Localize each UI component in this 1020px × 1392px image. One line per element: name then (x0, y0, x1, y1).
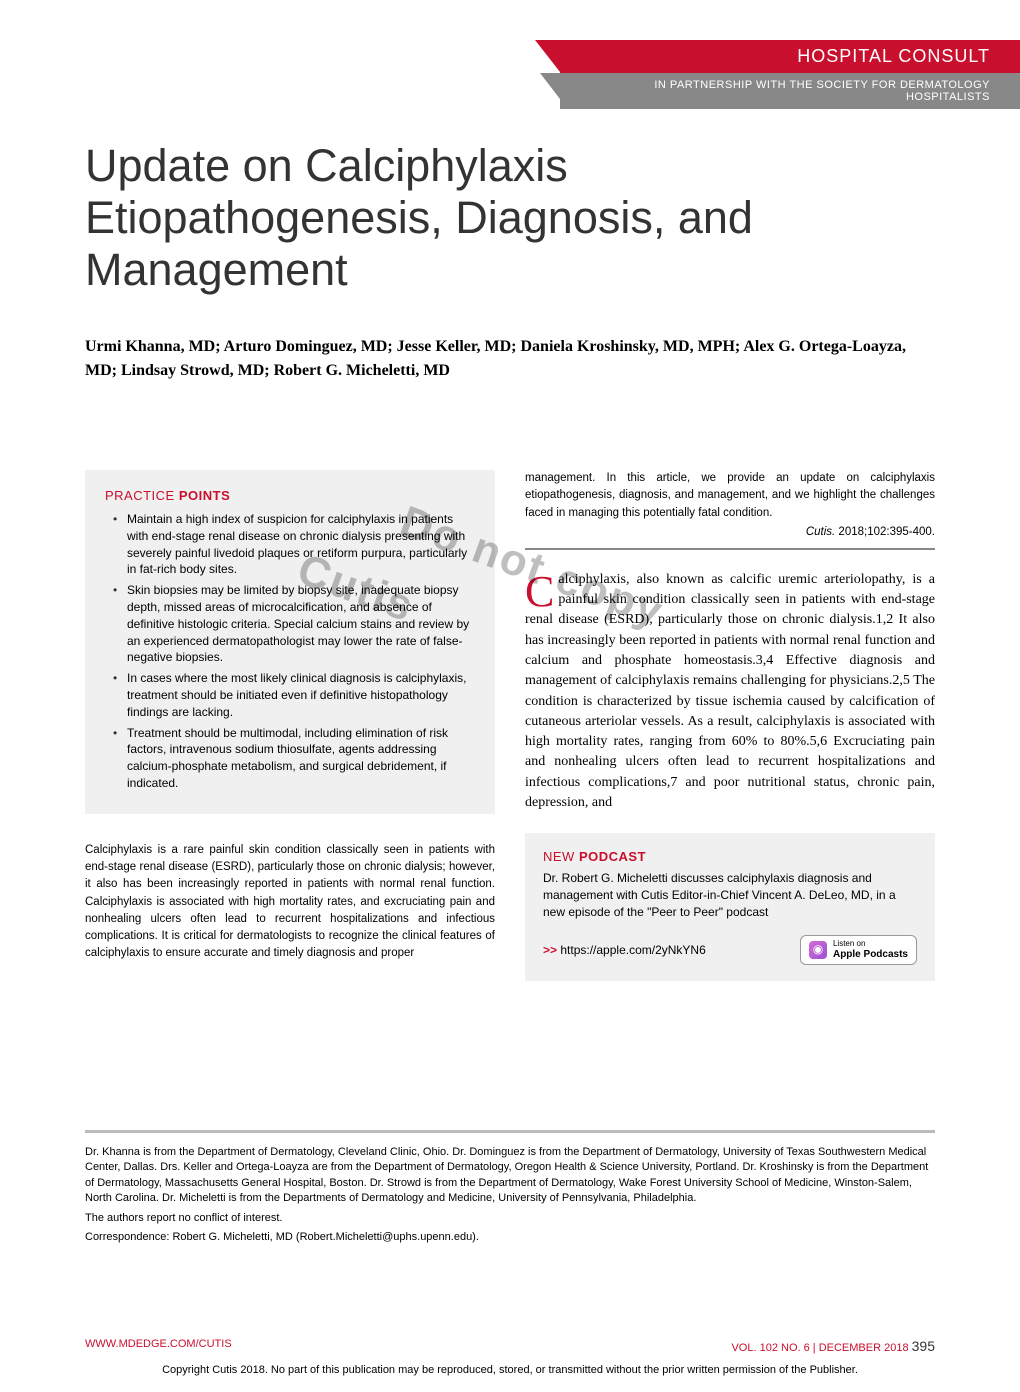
podcast-header: NEW PODCAST (543, 849, 917, 864)
conflict-text: The authors report no conflict of intere… (85, 1211, 935, 1226)
correspondence-text: Correspondence: Robert G. Micheletti, MD… (85, 1230, 935, 1245)
abstract-left: Calciphylaxis is a rare painful skin con… (85, 842, 495, 963)
podcast-url: https://apple.com/2yNkYN6 (560, 943, 705, 957)
footer-url: WWW.MDEDGE.COM/CUTIS (85, 1338, 232, 1354)
badge-line2: Apple Podcasts (833, 949, 908, 960)
dropcap: C (525, 570, 558, 610)
badge-line1: Listen on (833, 940, 908, 949)
body-paragraph: alciphylaxis, also known as calcific ure… (525, 572, 935, 810)
left-column: PRACTICE POINTS Maintain a high index of… (85, 470, 495, 981)
footer-page: 395 (912, 1338, 935, 1354)
footer-affiliations: Dr. Khanna is from the Department of Der… (85, 1145, 935, 1249)
pp-label: PRACTICE (105, 488, 175, 503)
divider-line (85, 1130, 935, 1133)
practice-point-item: In cases where the most likely clinical … (117, 670, 475, 720)
practice-point-item: Maintain a high index of suspicion for c… (117, 511, 475, 578)
copyright-line: Copyright Cutis 2018. No part of this pu… (0, 1364, 1020, 1376)
apple-podcasts-badge[interactable]: ◉ Listen on Apple Podcasts (800, 935, 917, 965)
article-title: Update on Calciphylaxis Etiopathogenesis… (85, 140, 935, 295)
abstract-divider (525, 548, 935, 550)
practice-point-item: Treatment should be multimodal, includin… (117, 725, 475, 792)
citation-journal: Cutis. (806, 526, 835, 538)
podcast-box: NEW PODCAST Dr. Robert G. Micheletti dis… (525, 833, 935, 980)
podcast-label-bold: PODCAST (579, 849, 646, 864)
podcast-link[interactable]: >> https://apple.com/2yNkYN6 (543, 943, 706, 957)
partnership-label: IN PARTNERSHIP WITH THE SOCIETY FOR DERM… (560, 73, 1020, 109)
badge-text: Listen on Apple Podcasts (833, 940, 908, 960)
page-footer: WWW.MDEDGE.COM/CUTIS VOL. 102 NO. 6 | DE… (85, 1338, 935, 1354)
practice-points-box: PRACTICE POINTS Maintain a high index of… (85, 470, 495, 814)
practice-point-item: Skin biopsies may be limited by biopsy s… (117, 582, 475, 666)
podcast-icon: ◉ (809, 941, 827, 959)
citation: Cutis. 2018;102:395-400. (525, 526, 935, 538)
citation-ref: 2018;102:395-400. (835, 526, 935, 538)
right-column: management. In this article, we provide … (525, 470, 935, 981)
pp-label-bold: POINTS (179, 488, 230, 503)
podcast-link-row: >> https://apple.com/2yNkYN6 ◉ Listen on… (543, 935, 917, 965)
abstract-right: management. In this article, we provide … (525, 470, 935, 522)
affiliations-text: Dr. Khanna is from the Department of Der… (85, 1145, 935, 1207)
link-arrows-icon: >> (543, 943, 557, 957)
footer-issue: VOL. 102 NO. 6 | DECEMBER 2018 (731, 1342, 908, 1354)
body-text: Calciphylaxis, also known as calcific ur… (525, 570, 935, 814)
authors: Urmi Khanna, MD; Arturo Dominguez, MD; J… (85, 335, 935, 383)
practice-points-list: Maintain a high index of suspicion for c… (105, 511, 475, 792)
header-banner: HOSPITAL CONSULT IN PARTNERSHIP WITH THE… (560, 40, 1020, 109)
podcast-label: NEW (543, 849, 575, 864)
footer-issue-page: VOL. 102 NO. 6 | DECEMBER 2018 395 (731, 1338, 935, 1354)
content-area: PRACTICE POINTS Maintain a high index of… (85, 470, 935, 981)
title-section: Update on Calciphylaxis Etiopathogenesis… (85, 140, 935, 383)
section-label: HOSPITAL CONSULT (560, 40, 1020, 73)
podcast-text: Dr. Robert G. Micheletti discusses calci… (543, 870, 917, 920)
practice-points-header: PRACTICE POINTS (105, 488, 475, 503)
